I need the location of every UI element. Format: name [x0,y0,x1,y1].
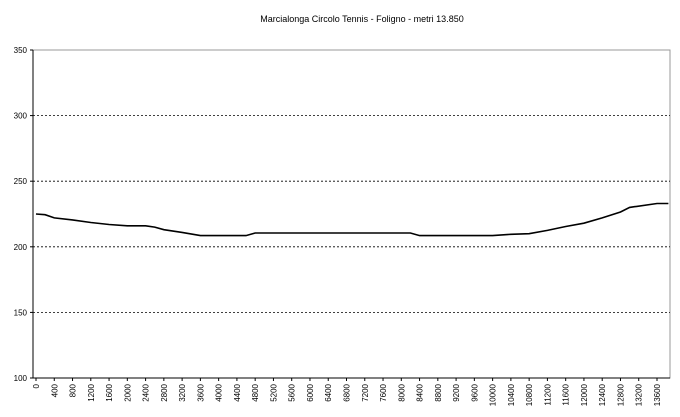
elevation-line [35,202,669,237]
x-tick-label: 4800 [251,383,260,401]
x-tick-label: 8800 [434,383,443,401]
x-tick-label: 2000 [123,383,132,401]
x-tick-label: 13200 [635,383,644,406]
x-tick-label: 2800 [160,383,169,401]
x-tick-label: 3600 [196,383,205,401]
x-tick-label: 1200 [87,383,96,401]
x-tick-label: 11600 [562,383,571,405]
chart-title: Marcialonga Circolo Tennis - Foligno - m… [260,14,463,24]
x-tick-label: 13600 [653,383,662,406]
x-tick-label: 2400 [142,383,151,401]
x-tick-label: 10000 [489,383,498,406]
x-tick-label: 10400 [507,383,516,406]
x-tick-label: 11200 [543,383,552,405]
x-tick-label: 0 [32,383,41,388]
y-tick-label: 100 [14,374,28,383]
plot-area [32,49,671,379]
x-tick-label: 1600 [105,383,114,401]
x-tick-label: 12000 [580,383,589,406]
x-tick-label: 400 [50,383,59,397]
x-tick-label: 6400 [324,383,333,401]
x-tick-label: 6000 [306,383,315,401]
x-tick-label: 12400 [598,383,607,406]
x-tick-label: 6800 [343,383,352,401]
x-tick-label: 8400 [416,383,425,401]
x-tick-label: 7600 [379,383,388,401]
x-tick-label: 5200 [269,383,278,401]
y-tick-label: 250 [14,177,28,186]
y-tick-label: 150 [14,308,28,317]
x-tick-label: 5600 [288,383,297,401]
x-tick-label: 4000 [215,383,224,401]
x-tick-label: 8000 [397,383,406,401]
x-tick-label: 12800 [616,383,625,406]
y-tick-label: 350 [14,46,28,55]
x-tick-label: 800 [69,383,78,397]
x-tick-label: 10800 [525,383,534,406]
x-tick-label: 4400 [233,383,242,401]
y-tick-label: 200 [14,243,28,252]
x-tick-label: 9600 [470,383,479,401]
x-tick-label: 9200 [452,383,461,401]
y-tick-label: 300 [14,112,28,121]
x-tick-label: 3200 [178,383,187,401]
x-tick-label: 7200 [361,383,370,401]
